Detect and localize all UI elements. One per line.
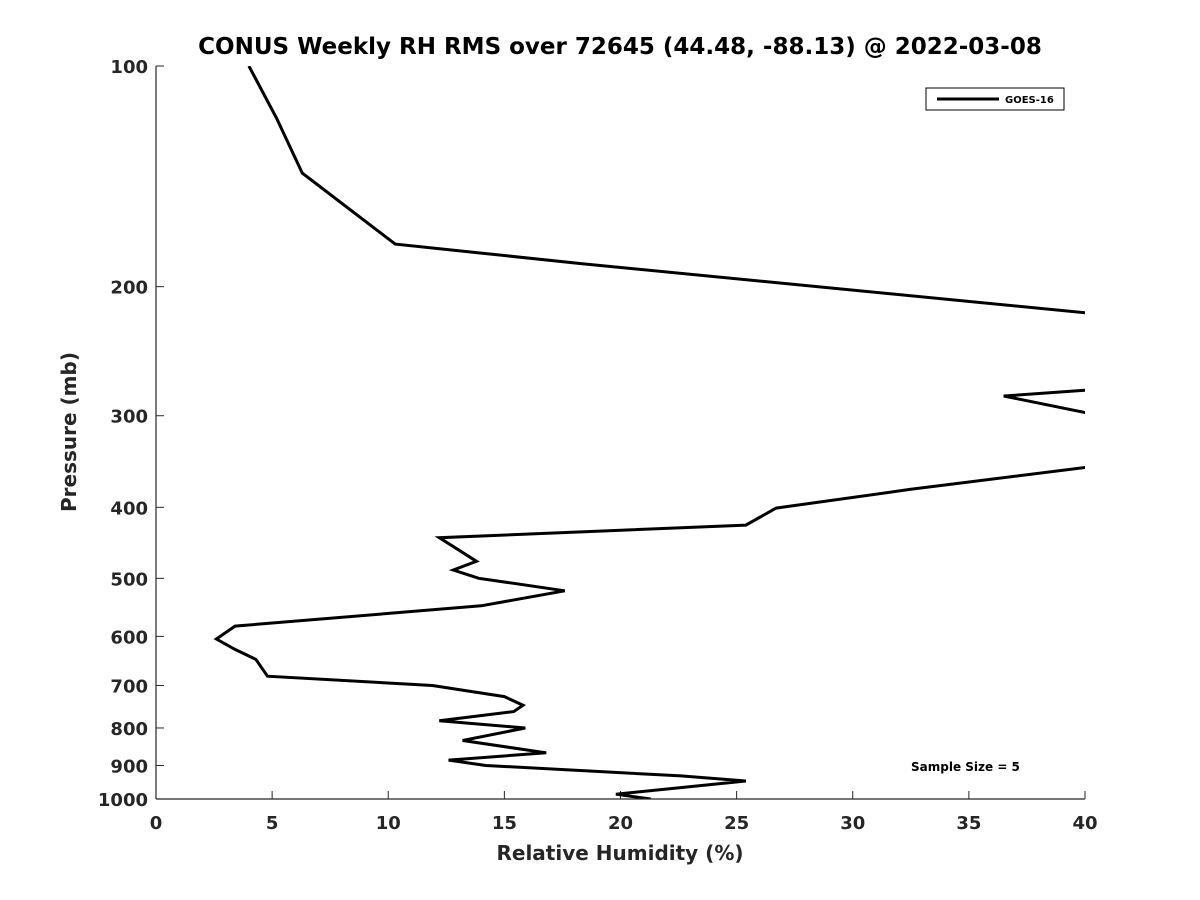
y-tick-label: 300: [110, 407, 148, 428]
x-axis-ticks: 0 5 10 15 20 25 30 35 40: [150, 791, 1098, 834]
y-tick-label: 200: [110, 278, 148, 299]
x-tick-label: 40: [1072, 813, 1097, 834]
y-tick-label: 100: [110, 57, 148, 78]
x-tick-label: 25: [724, 813, 749, 834]
x-tick-label: 10: [376, 813, 401, 834]
x-tick-label: 35: [956, 813, 981, 834]
y-axis-ticks: 100 200 300 400 500 600 700 800 900 1000: [98, 57, 164, 811]
x-axis-label: Relative Humidity (%): [496, 841, 743, 865]
chart-title: CONUS Weekly RH RMS over 72645 (44.48, -…: [198, 34, 1042, 60]
x-tick-label: 20: [608, 813, 633, 834]
y-tick-label: 500: [110, 569, 148, 590]
y-tick-label: 600: [110, 627, 148, 648]
y-tick-label: 800: [110, 719, 148, 740]
x-tick-label: 30: [840, 813, 865, 834]
plot-area: [213, 66, 1085, 799]
y-tick-label: 900: [110, 756, 148, 777]
y-tick-label: 700: [110, 676, 148, 697]
legend: GOES-16: [925, 87, 1065, 111]
y-axis-label: Pressure (mb): [57, 352, 81, 512]
x-tick-label: 5: [266, 813, 279, 834]
series-line-goes-16: [213, 66, 1085, 799]
y-tick-label: 1000: [98, 790, 148, 811]
sample-size-annotation: Sample Size = 5: [911, 760, 1020, 774]
x-tick-label: 0: [150, 813, 163, 834]
x-tick-label: 15: [492, 813, 517, 834]
legend-entry-goes-16: GOES-16: [1005, 95, 1054, 106]
y-tick-label: 400: [110, 498, 148, 519]
